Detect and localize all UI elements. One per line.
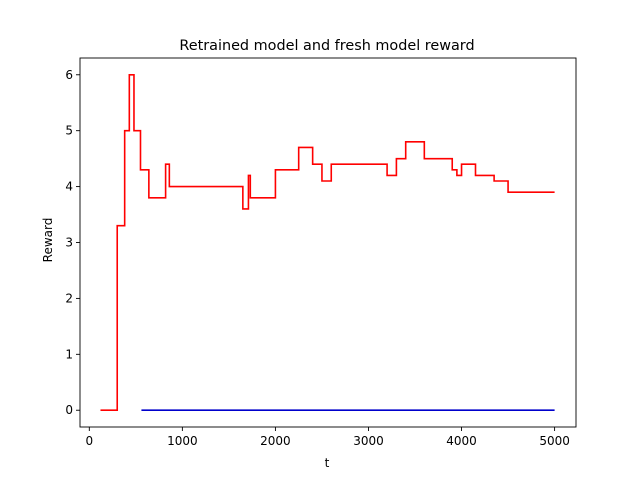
y-tick-label: 4 xyxy=(65,180,73,194)
chart-title: Retrained model and fresh model reward xyxy=(179,38,474,54)
plot-area xyxy=(100,73,555,412)
y-axis-label: Reward xyxy=(41,218,55,263)
y-tick-label: 1 xyxy=(65,347,73,361)
x-axis-label: t xyxy=(325,456,330,470)
y-tick-label: 0 xyxy=(65,403,73,417)
y-tick-label: 5 xyxy=(65,124,73,138)
y-tick-label: 3 xyxy=(65,236,73,250)
y-tick-label: 6 xyxy=(65,68,73,82)
x-tick-label: 0 xyxy=(85,434,93,448)
x-tick-label: 1000 xyxy=(167,434,198,448)
x-tick-label: 4000 xyxy=(446,434,477,448)
series-line-0 xyxy=(100,73,555,412)
x-tick-label: 2000 xyxy=(260,434,291,448)
plot-frame xyxy=(79,57,577,428)
x-tick-label: 5000 xyxy=(539,434,570,448)
axes: 0 1000 2000 3000 4000 5000 0 1 2 3 4 5 6 xyxy=(65,57,577,448)
y-tick-label: 2 xyxy=(65,291,73,305)
x-tick-label: 3000 xyxy=(353,434,384,448)
